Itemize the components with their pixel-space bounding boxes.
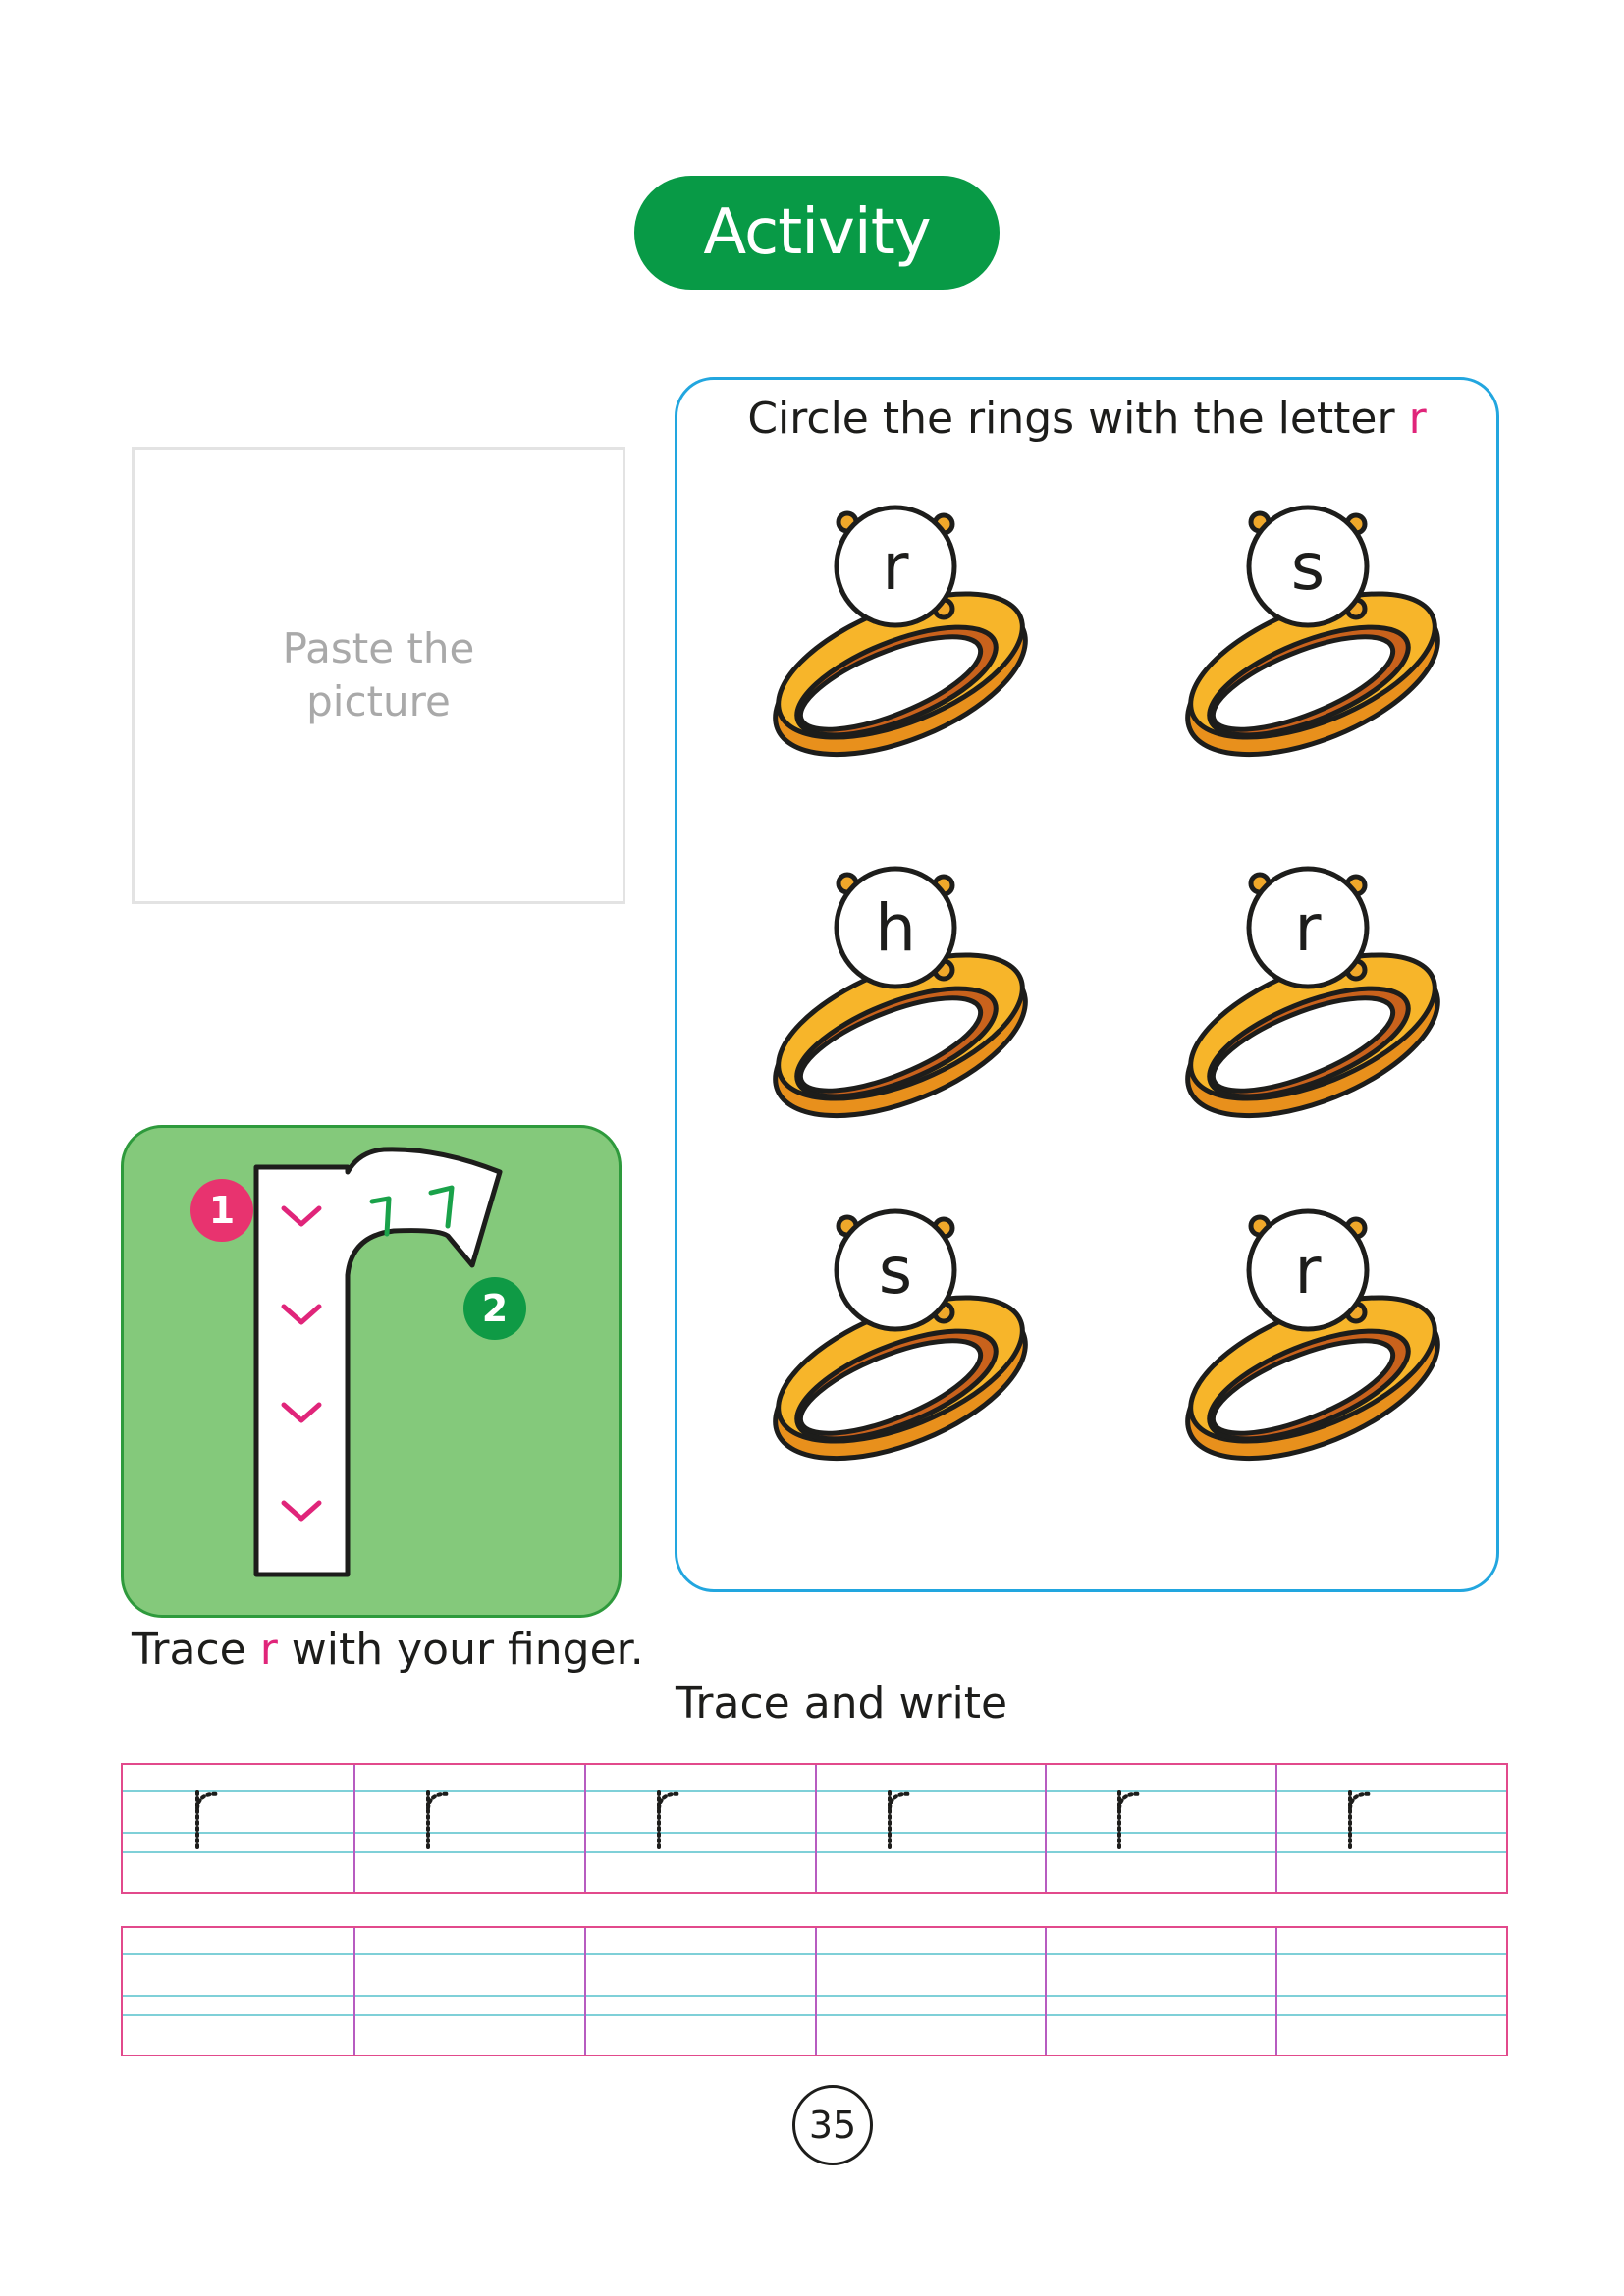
blank-write-row (121, 1926, 1508, 2056)
letter-r-trace-graphic: 1 2 (190, 1147, 526, 1577)
ring-letter: h (875, 890, 916, 966)
ring-instruction: Circle the rings with the letter r (677, 394, 1496, 444)
cell-divider (1275, 1765, 1277, 1892)
ring-letter: s (879, 1233, 912, 1308)
ring-letter: r (1294, 1233, 1322, 1308)
dotted-letter-r (1342, 1787, 1381, 1855)
ring-icon: s (773, 1208, 1028, 1462)
guide-line (123, 2014, 1506, 2016)
cell-divider (584, 1765, 586, 1892)
dotted-letter-r (189, 1787, 229, 1855)
guide-line (123, 1995, 1506, 1997)
dotted-letter-r (651, 1787, 690, 1855)
ring-instruction-text: Circle the rings with the letter (747, 394, 1409, 444)
caption-after: with your finger. (277, 1625, 644, 1675)
curve-arrows (369, 1185, 455, 1237)
step-1-badge (190, 1179, 253, 1242)
cell-divider (353, 1928, 355, 2055)
paste-picture-label: Paste the picture (282, 624, 475, 725)
ring-item[interactable]: r (1173, 1206, 1458, 1471)
dotted-letter-r (1111, 1787, 1151, 1855)
ring-letter: s (1291, 529, 1325, 605)
cell-divider (1045, 1928, 1047, 2055)
cell-divider (815, 1765, 817, 1892)
letter-r-shape (253, 1147, 503, 1577)
ring-letter: r (882, 529, 909, 605)
ring-item[interactable]: s (761, 1206, 1046, 1471)
ring-activity-panel: Circle the rings with the letter r r s h r s… (675, 377, 1499, 1592)
ring-letter: r (1294, 890, 1322, 966)
ring-icon: s (1185, 505, 1440, 758)
step-2-number: 2 (482, 1287, 508, 1330)
caption-before: Trace (132, 1625, 260, 1675)
caption-letter: r (259, 1625, 278, 1675)
guide-line (123, 1832, 1506, 1834)
guide-line (123, 1851, 1506, 1853)
paste-picture-box: Paste the picture (132, 447, 625, 904)
downstroke-arrows (281, 1205, 322, 1522)
ring-instruction-letter: r (1408, 394, 1427, 444)
ring-icon: r (1185, 1208, 1440, 1462)
page-number: 35 (792, 2085, 873, 2165)
finger-trace-tile: 1 2 (121, 1125, 622, 1618)
ring-item[interactable]: r (761, 503, 1046, 768)
trace-write-row (121, 1763, 1508, 1894)
dotted-letter-r (420, 1787, 460, 1855)
cell-divider (353, 1765, 355, 1892)
trace-and-write-heading: Trace and write (676, 1679, 1008, 1729)
finger-trace-caption: Trace r with your finger. (132, 1625, 644, 1675)
cell-divider (1045, 1765, 1047, 1892)
ring-item[interactable]: h (761, 864, 1046, 1129)
ring-icon: r (1185, 866, 1440, 1119)
dotted-letter-r (882, 1787, 921, 1855)
step-1-number: 1 (209, 1189, 235, 1232)
guide-line (123, 1790, 1506, 1792)
ring-item[interactable]: s (1173, 503, 1458, 768)
cell-divider (815, 1928, 817, 2055)
cell-divider (584, 1928, 586, 2055)
guide-line (123, 1953, 1506, 1955)
ring-icon: h (773, 866, 1028, 1119)
page-title: Activity (703, 196, 931, 269)
ring-item[interactable]: r (1173, 864, 1458, 1129)
ring-icon: r (773, 505, 1028, 758)
cell-divider (1275, 1928, 1277, 2055)
step-2-badge (463, 1277, 526, 1340)
activity-title-pill: Activity (634, 176, 1000, 290)
